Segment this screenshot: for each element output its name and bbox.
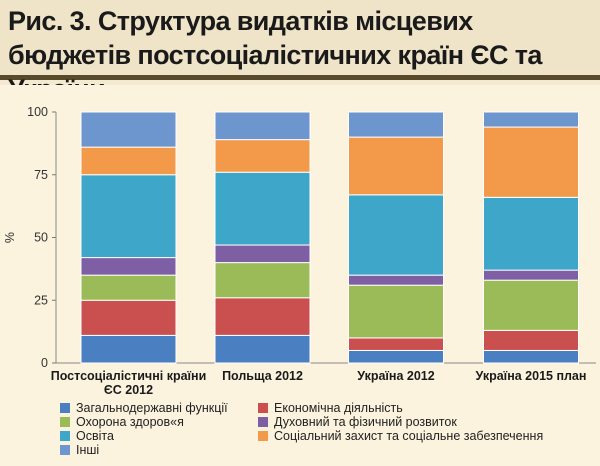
bar-segment-3-1 [214,244,311,264]
bar-segment-4-1 [214,171,311,246]
x-category-label: Польща 2012 [222,369,303,383]
bar-segment-2-0 [80,274,177,301]
bar-segment-6-2 [348,111,444,138]
legend-label: Загальнодержавні функції [76,401,228,415]
bar-segment-1-1 [214,297,311,336]
bar-segment-2-3 [483,279,579,331]
bar-segment-6-0 [80,111,177,148]
bar-segment-6-1 [214,111,311,141]
legend-label: Охорона здоров«я [76,415,184,429]
legend-label: Інші [76,443,100,457]
bar-segment-3-2 [348,274,444,286]
bar-segment-5-0 [80,146,177,176]
bar-segment-5-3 [483,126,579,198]
legend-swatch [60,431,70,441]
legend: Загальнодержавні функції Економічна діяль… [60,401,590,461]
bar-segment-0-0 [80,334,177,364]
bar-segment-1-3 [483,329,579,351]
legend-swatch [258,431,268,441]
chart-title: Рис. 3. Структура видатків місцевих бюдж… [8,6,542,104]
x-category-label: Україна 2012 [357,369,434,383]
bar-segment-1-0 [80,299,177,336]
bar-segment-4-2 [348,194,444,276]
bar-segment-4-0 [80,174,177,259]
bar-segment-3-3 [483,269,579,281]
bar-segment-0-1 [214,334,311,364]
legend-swatch [60,445,70,455]
legend-label: Соціальний захист та соціальне забезпече… [274,429,544,443]
bar-segment-0-3 [483,349,579,364]
stacked-bar-chart: 0 25 50 75 100% Постсоціалістичні країни ЄС 20… [3,105,596,397]
y-tick-label: 25 [34,293,48,307]
bar-segment-2-2 [348,284,444,339]
bar-segment-6-3 [483,111,579,128]
legend-label: Освіта [76,429,114,443]
bar-segment-5-2 [348,136,444,196]
bar-segment-2-1 [214,262,311,299]
legend-label: Духовний та фізичний розвиток [274,415,457,429]
bar-segment-3-0 [80,257,177,276]
legend-swatch [258,403,268,413]
legend-swatch [60,417,70,427]
bar-segment-0-2 [348,349,444,364]
y-tick-label: 75 [34,168,48,182]
bar-segment-5-1 [214,139,311,173]
legend-swatch [258,417,268,427]
y-axis-label: % [3,232,17,243]
y-tick-label: 50 [34,231,48,245]
bar-segment-4-3 [483,196,579,271]
x-category-label: Постсоціалістичні країни ЄС 2012 [51,369,207,397]
y-tick-label: 100 [27,105,48,119]
y-tick-label: 0 [41,356,48,370]
legend-label: Економічна діяльність [274,401,403,415]
header: Рис. 3. Структура видатків місцевих бюдж… [0,0,600,104]
x-category-label: Україна 2015 план [476,369,587,383]
legend-swatch [60,403,70,413]
bar-segment-1-2 [348,337,444,351]
